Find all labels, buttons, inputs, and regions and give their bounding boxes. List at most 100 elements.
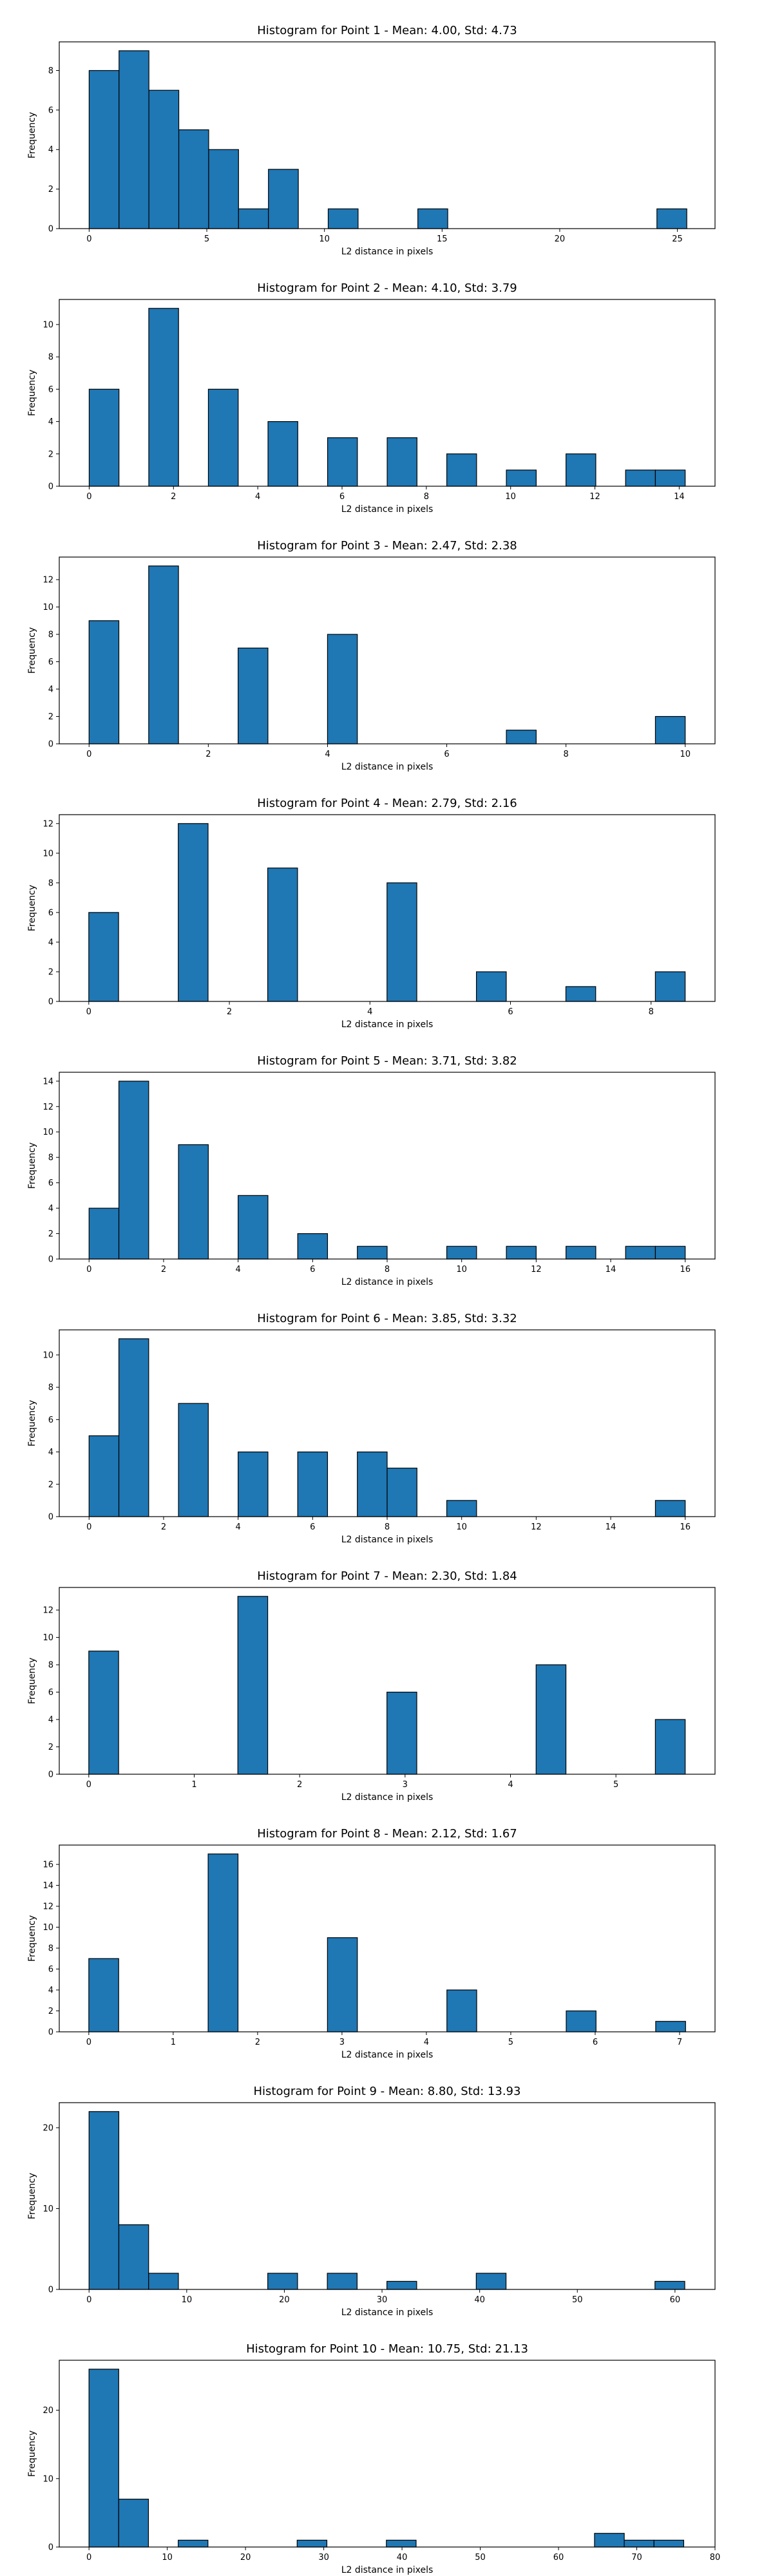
histogram-bar xyxy=(237,1596,269,1775)
histogram-bar xyxy=(386,2280,417,2290)
chart-title: Histogram for Point 9 - Mean: 8.80, Std:… xyxy=(254,2085,521,2098)
axes-frame xyxy=(59,556,716,744)
histogram-bar xyxy=(475,971,507,1002)
histogram-bar xyxy=(178,1144,209,1260)
histogram-bar xyxy=(88,70,120,229)
x-tick-label: 0 xyxy=(86,2553,91,2562)
y-tick-label: 4 xyxy=(48,417,53,427)
y-tick-label: 2 xyxy=(48,967,53,977)
histogram-panel-4: Histogram for Point 4 - Mean: 2.79, Std:… xyxy=(27,797,716,1030)
histogram-bar xyxy=(624,2539,654,2548)
x-tick-label: 6 xyxy=(310,1522,315,1532)
x-tick-label: 8 xyxy=(385,1522,390,1532)
x-tick-label: 1 xyxy=(191,1780,196,1790)
histogram-panel-2: Histogram for Point 2 - Mean: 4.10, Std:… xyxy=(27,281,716,515)
x-tick-label: 2 xyxy=(161,1522,166,1532)
chart-title: Histogram for Point 8 - Mean: 2.12, Std:… xyxy=(257,1827,517,1841)
x-tick-label: 14 xyxy=(606,1522,616,1532)
histogram-bar xyxy=(238,647,269,744)
histogram-bar xyxy=(178,823,209,1002)
x-tick-label: 10 xyxy=(680,750,691,759)
histogram-bar xyxy=(148,308,179,487)
x-tick-label: 8 xyxy=(385,1265,390,1274)
histogram-bar xyxy=(238,1195,269,1260)
y-tick-label: 10 xyxy=(43,1350,53,1360)
x-tick-label: 7 xyxy=(677,2038,682,2047)
histogram-bar xyxy=(327,208,359,229)
histogram-bar xyxy=(594,2533,625,2548)
x-tick-label: 4 xyxy=(424,2038,429,2047)
histogram-bar xyxy=(88,1208,120,1260)
y-tick-label: 2 xyxy=(48,185,53,194)
histogram-bar xyxy=(386,1691,417,1775)
histogram-bar xyxy=(446,453,477,487)
y-tick-label: 6 xyxy=(48,385,53,395)
chart-title: Histogram for Point 3 - Mean: 2.47, Std:… xyxy=(257,539,517,553)
y-tick-label: 6 xyxy=(48,908,53,918)
x-tick-label: 10 xyxy=(456,1265,467,1274)
x-tick-label: 0 xyxy=(86,1522,91,1532)
axes-frame xyxy=(59,2360,716,2548)
y-tick-label: 2 xyxy=(48,1229,53,1239)
histogram-bar xyxy=(446,1500,477,1517)
y-tick-label: 12 xyxy=(43,1606,53,1616)
x-tick-label: 4 xyxy=(235,1265,240,1274)
x-tick-label: 60 xyxy=(670,2295,681,2305)
histogram-bar xyxy=(267,2273,298,2290)
histogram-bar xyxy=(118,1338,149,1517)
y-tick-label: 8 xyxy=(48,1944,53,1954)
y-tick-label: 4 xyxy=(48,1716,53,1725)
y-tick-label: 10 xyxy=(43,603,53,612)
histogram-bar xyxy=(327,634,358,744)
histogram-bar xyxy=(566,1245,596,1260)
histogram-bar xyxy=(178,2539,209,2548)
x-tick-label: 6 xyxy=(508,1007,513,1017)
histogram-bar xyxy=(118,1081,149,1260)
x-tick-label: 20 xyxy=(240,2553,251,2562)
x-tick-label: 2 xyxy=(255,2038,260,2047)
histogram-bar xyxy=(88,1958,119,2032)
x-tick-label: 8 xyxy=(649,1007,654,1017)
y-tick-label: 2 xyxy=(48,450,53,459)
y-tick-label: 0 xyxy=(48,1770,53,1780)
histogram-bar xyxy=(88,912,119,1002)
histogram-bar xyxy=(148,565,179,744)
x-axis-label: L2 distance in pixels xyxy=(341,247,434,257)
y-tick-label: 0 xyxy=(48,1513,53,1522)
chart-title: Histogram for Point 6 - Mean: 3.85, Std:… xyxy=(257,1312,517,1325)
y-tick-label: 8 xyxy=(48,66,53,76)
y-tick-label: 10 xyxy=(43,1633,53,1643)
y-tick-label: 10 xyxy=(43,1128,53,1137)
y-tick-label: 12 xyxy=(43,819,53,829)
x-tick-label: 4 xyxy=(255,492,260,502)
y-axis-label: Frequency xyxy=(27,370,37,416)
y-axis-label: Frequency xyxy=(27,112,37,158)
x-tick-label: 12 xyxy=(589,492,600,502)
y-tick-label: 16 xyxy=(43,1861,53,1870)
histogram-bar xyxy=(118,2224,149,2290)
y-tick-label: 4 xyxy=(48,938,53,947)
x-tick-label: 25 xyxy=(672,234,683,244)
x-axis-label: L2 distance in pixels xyxy=(341,1792,434,1803)
y-tick-label: 6 xyxy=(48,106,53,115)
histogram-bar xyxy=(654,715,686,744)
x-tick-label: 15 xyxy=(437,234,448,244)
histogram-bar xyxy=(386,437,417,487)
y-tick-label: 4 xyxy=(48,146,53,155)
histogram-bar xyxy=(386,882,417,1002)
x-axis-label: L2 distance in pixels xyxy=(341,762,434,772)
axes-frame xyxy=(59,299,716,487)
histogram-bar xyxy=(417,208,448,229)
x-tick-label: 2 xyxy=(161,1265,166,1274)
x-tick-label: 2 xyxy=(227,1007,232,1017)
x-axis-label: L2 distance in pixels xyxy=(341,2307,434,2318)
histogram-bar xyxy=(88,1435,120,1517)
axes-frame xyxy=(59,814,716,1002)
x-tick-label: 0 xyxy=(86,234,91,244)
histogram-bar xyxy=(88,620,120,744)
y-tick-label: 0 xyxy=(48,2286,53,2295)
x-tick-label: 50 xyxy=(475,2553,486,2562)
histogram-bar xyxy=(118,2499,149,2548)
histogram-bar xyxy=(565,986,596,1002)
y-axis-label: Frequency xyxy=(27,1142,37,1189)
